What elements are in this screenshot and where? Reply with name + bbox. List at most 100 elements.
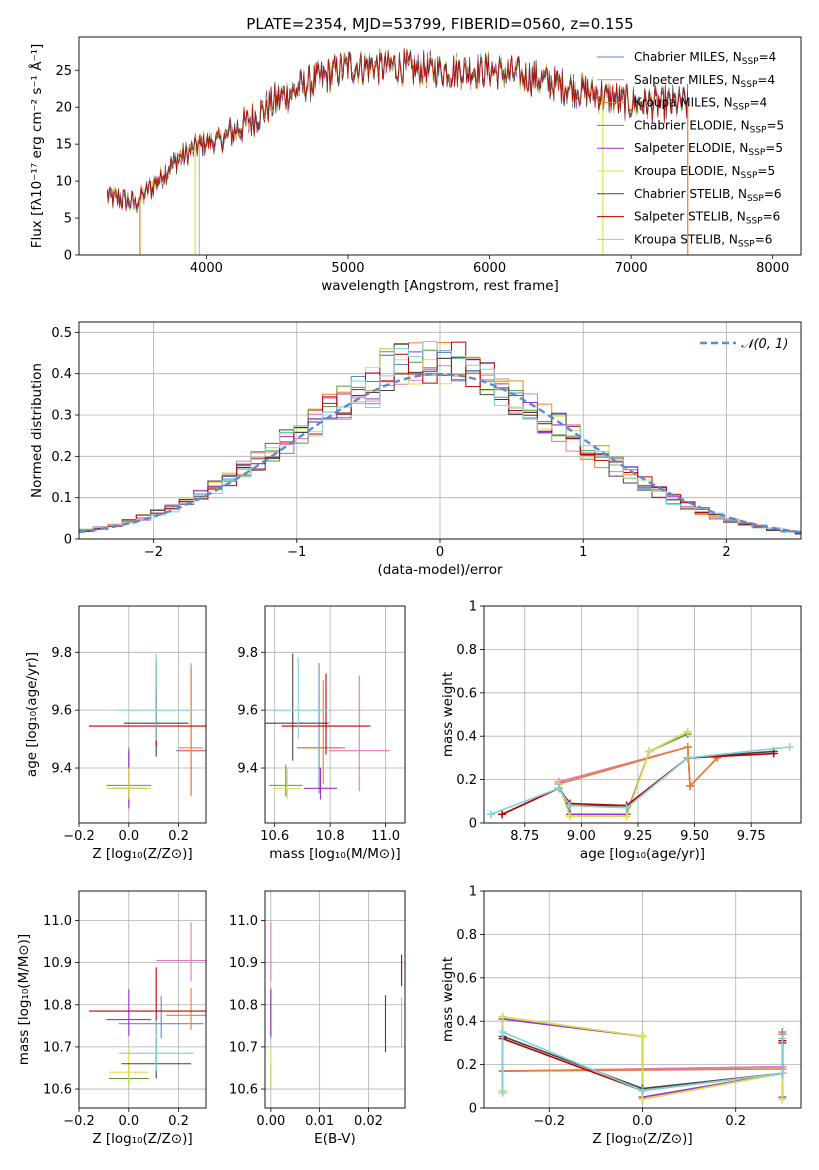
series-line <box>106 48 689 212</box>
x-axis-label: Z [log₁₀(Z/Z⊙)] <box>592 1131 692 1147</box>
series-line <box>106 48 689 209</box>
x-axis-label: E(B-V) <box>314 1131 356 1147</box>
data-point <box>328 675 390 792</box>
x-axis-label: (data-model)/error <box>377 562 503 578</box>
series-marker <box>638 1032 647 1041</box>
x-axis-label: wavelength [Angstrom, rest frame] <box>321 278 559 294</box>
series-marker <box>498 810 507 819</box>
series-line <box>106 47 689 213</box>
y-tick-label: 0 <box>64 249 72 264</box>
y-tick-label: 1 <box>469 600 477 615</box>
series-marker <box>622 812 631 821</box>
y-tick-label: 9.6 <box>237 704 258 719</box>
series-marker <box>785 743 794 752</box>
histogram-series <box>79 341 801 535</box>
y-axis-label: age [log₁₀(age/yr)] <box>24 652 40 777</box>
y-tick-label: 10.7 <box>43 1040 72 1055</box>
plot-frame <box>483 890 802 1109</box>
plot-frame <box>78 605 207 824</box>
y-tick-label: 11.0 <box>229 914 258 929</box>
series-line <box>106 49 689 211</box>
histogram-series <box>79 359 801 534</box>
y-tick-label: 0.2 <box>456 1058 477 1073</box>
legend-entry: Chabrier MILES, NSSP=4 <box>634 50 776 67</box>
y-tick-label: 0 <box>469 1102 477 1117</box>
chart-mass-vs-Z: −0.2 0.0 0.2 10.6 10.7 10.8 10.9 11.0 Z [log₁₀(Z… <box>16 890 207 1147</box>
y-tick-label: 0.1 <box>51 491 72 506</box>
series-marker <box>554 784 563 793</box>
plot-area <box>88 922 206 1086</box>
x-tick-label: 0.0 <box>632 1114 653 1129</box>
series-marker <box>683 727 692 736</box>
plot-area <box>106 47 689 255</box>
legend-entry: Kroupa STELIB, NSSP=6 <box>634 232 772 249</box>
y-tick-label: 9.8 <box>237 646 258 661</box>
y-tick-label: 15 <box>55 138 72 153</box>
histogram-series <box>79 348 801 534</box>
y-tick-label: 0.4 <box>456 1015 477 1030</box>
y-tick-label: 20 <box>55 101 72 116</box>
data-point <box>156 922 206 982</box>
x-tick-label: −0.2 <box>63 829 95 844</box>
legend-entry: Chabrier ELODIE, NSSP=5 <box>634 118 784 135</box>
data-point <box>166 987 206 1031</box>
y-tick-label: 10.8 <box>43 998 72 1013</box>
y-tick-label: 9.4 <box>51 762 72 777</box>
chart-spectrum: 4000 5000 6000 7000 8000 0 5 10 15 20 25 Chabrier M… <box>28 36 802 294</box>
plot-frame <box>78 321 802 540</box>
x-tick-label: 10.6 <box>260 829 289 844</box>
series-marker <box>486 810 495 819</box>
series-marker <box>683 743 692 752</box>
series-marker <box>769 749 778 758</box>
x-tick-label: 9.25 <box>623 829 652 844</box>
series-line <box>107 49 689 213</box>
series-marker <box>498 1088 507 1097</box>
x-tick-label: 0.02 <box>354 1114 383 1129</box>
series-line <box>106 50 689 211</box>
x-axis-label: mass [log₁₀(M/M⊙)] <box>269 846 400 862</box>
data-point <box>273 767 302 800</box>
data-point <box>265 653 329 761</box>
plot-area <box>265 653 390 800</box>
x-tick-label: 7000 <box>615 261 648 276</box>
x-tick-label: 0.0 <box>118 829 139 844</box>
x-tick-label: 11.0 <box>371 829 400 844</box>
y-axis-label: mass weight <box>440 672 456 757</box>
chart-residuals: −2 −1 0 1 2 0 0.1 0.2 0.3 0.4 0.5 𝒩(0, 1) (data-mode… <box>29 321 802 578</box>
series-marker <box>683 753 692 762</box>
y-tick-label: 10.9 <box>229 956 258 971</box>
series-line <box>106 48 689 209</box>
x-tick-label: −2 <box>144 545 163 560</box>
data-point <box>269 764 303 797</box>
legend: Chabrier MILES, NSSP=4 Salpeter MILES, NS… <box>597 50 784 249</box>
histogram-series <box>79 343 801 535</box>
series-line <box>558 745 718 788</box>
x-tick-label: 8.75 <box>510 829 539 844</box>
y-tick-label: 10 <box>55 175 72 190</box>
legend-entry: Kroupa ELODIE, NSSP=5 <box>634 164 775 181</box>
y-tick-label: 0.2 <box>51 450 72 465</box>
series-marker <box>498 1028 507 1037</box>
plot-frame <box>78 36 802 256</box>
x-tick-label: 0.0 <box>118 1114 139 1129</box>
series-marker <box>778 1095 787 1104</box>
y-tick-label: 0.8 <box>456 643 477 658</box>
x-tick-label: 1 <box>579 545 587 560</box>
y-tick-label: 0.4 <box>456 730 477 745</box>
y-tick-label: 11.0 <box>43 914 72 929</box>
legend-entry: Salpeter ELODIE, NSSP=5 <box>634 141 783 158</box>
x-tick-label: 6000 <box>473 261 506 276</box>
y-tick-label: 9.6 <box>51 704 72 719</box>
y-tick-label: 1 <box>469 885 477 900</box>
y-tick-label: 9.4 <box>237 762 258 777</box>
x-tick-label: −0.2 <box>63 1114 95 1129</box>
data-point <box>303 767 338 800</box>
y-axis-label: Normed distribution <box>29 363 45 498</box>
x-tick-label: 0 <box>436 545 444 560</box>
data-point <box>118 1020 194 1071</box>
x-tick-label: 8000 <box>756 261 789 276</box>
data-point <box>301 680 346 785</box>
y-tick-label: 0.3 <box>51 409 72 424</box>
x-axis-label: Z [log₁₀(Z/Z⊙)] <box>92 846 192 862</box>
